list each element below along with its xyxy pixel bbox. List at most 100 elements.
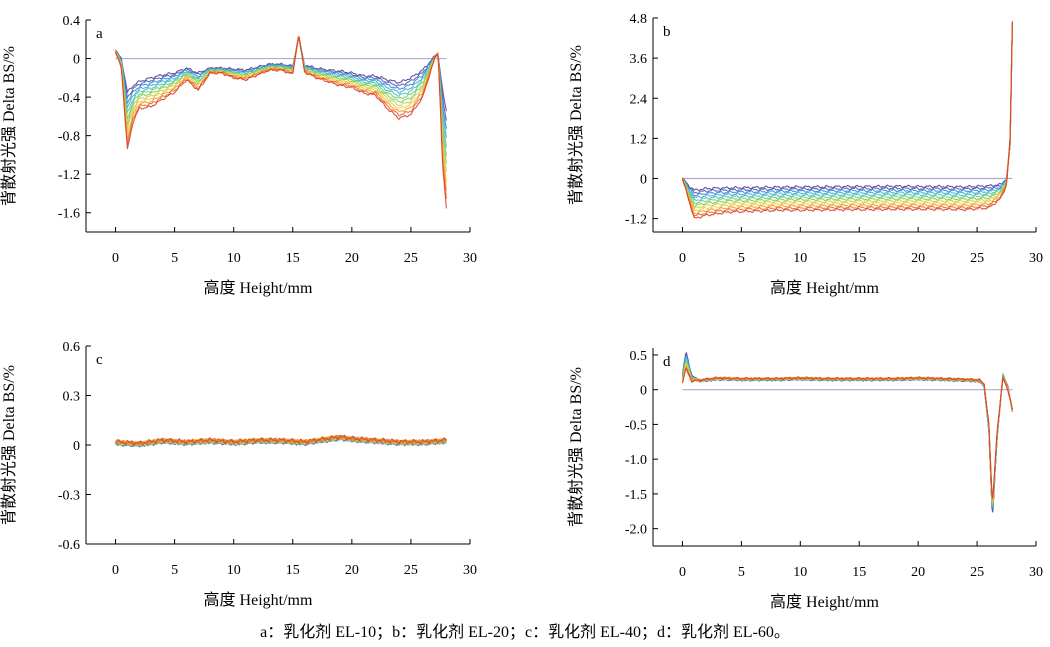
- y-tick-label: -1.2: [58, 168, 80, 183]
- data-line-b: [682, 21, 1013, 210]
- y-tick-label: 0.6: [63, 340, 81, 355]
- y-tick-label: -0.8: [58, 130, 80, 145]
- data-line-b: [681, 23, 1013, 205]
- data-line-a: [115, 37, 447, 148]
- x-tick-label: 10: [227, 251, 241, 266]
- data-line-a: [115, 37, 447, 164]
- x-tick-label: 30: [463, 563, 477, 578]
- y-tick-label: -0.3: [58, 489, 80, 504]
- panel-letter: a: [96, 26, 103, 42]
- y-tick-label: 0.4: [63, 14, 81, 29]
- data-line-a: [115, 36, 447, 182]
- x-tick-label: 20: [345, 251, 359, 266]
- data-line-a: [114, 35, 447, 191]
- x-tick-label: 15: [852, 251, 866, 266]
- data-line-a: [115, 36, 447, 173]
- x-axis-title: 高度 Height/mm: [204, 591, 313, 609]
- x-axis-title: 高度 Height/mm: [770, 593, 879, 611]
- data-line-a: [115, 38, 447, 138]
- chart-panel-b: 4.8 3.6 2.4 1.2 0 -1.2 0 5 10 15 20 25 30 b 高度 Height/…: [567, 12, 1043, 297]
- y-tick-label: -1.0: [625, 453, 647, 468]
- data-line-b: [681, 21, 1013, 218]
- x-tick-label: 10: [793, 251, 807, 266]
- y-axis-title: 背散射光强 Delta BS/%: [567, 45, 585, 205]
- y-tick-label: 1.2: [630, 132, 648, 147]
- y-tick-label: 0: [73, 439, 80, 454]
- y-tick-label: 0.3: [63, 390, 81, 405]
- panel-letter: d: [663, 354, 671, 370]
- x-tick-label: 25: [970, 251, 984, 266]
- data-line-b: [681, 22, 1013, 212]
- y-axis-title: 背散射光强 Delta BS/%: [567, 367, 585, 527]
- data-line-a: [115, 37, 447, 121]
- x-tick-label: 15: [286, 251, 300, 266]
- x-tick-label: 30: [1029, 565, 1043, 580]
- y-axis-title: 背散射光强 Delta BS/%: [0, 46, 18, 206]
- x-tick-label: 5: [738, 251, 745, 266]
- y-tick-label: 4.8: [630, 12, 648, 27]
- data-line-b: [681, 23, 1013, 199]
- data-line-a: [114, 36, 447, 209]
- x-tick-label: 0: [679, 251, 686, 266]
- y-tick-label: 3.6: [630, 52, 648, 67]
- data-line-d: [681, 368, 1013, 499]
- x-tick-label: 15: [852, 565, 866, 580]
- data-line-a: [115, 37, 447, 112]
- data-line-a: [114, 37, 447, 199]
- data-line-d: [681, 361, 1013, 504]
- data-line-a: [115, 37, 447, 157]
- x-tick-label: 15: [286, 563, 300, 578]
- x-tick-label: 10: [227, 563, 241, 578]
- data-line-d: [681, 366, 1013, 499]
- x-tick-label: 10: [793, 565, 807, 580]
- x-tick-label: 25: [404, 251, 418, 266]
- data-line-b: [681, 22, 1013, 215]
- x-tick-label: 20: [345, 563, 359, 578]
- chart-panel-c: 0.6 0.3 0 -0.3 -0.6 0 5 10 15 20 25 30 c 高度 Height/mm…: [0, 340, 477, 609]
- data-line-d: [681, 362, 1013, 504]
- figure-caption: a：乳化剂 EL-10；b：乳化剂 EL-20；c：乳化剂 EL-40；d：乳化…: [260, 624, 790, 641]
- y-tick-label: -0.6: [58, 538, 80, 553]
- x-tick-label: 30: [463, 251, 477, 266]
- x-tick-label: 5: [171, 251, 178, 266]
- x-tick-label: 5: [738, 565, 745, 580]
- y-tick-label: -1.5: [625, 488, 647, 503]
- x-tick-label: 25: [970, 565, 984, 580]
- data-line-b: [681, 21, 1013, 219]
- y-tick-label: -0.4: [58, 91, 80, 106]
- x-axis-title: 高度 Height/mm: [204, 279, 313, 297]
- x-axis-title: 高度 Height/mm: [770, 279, 879, 297]
- y-tick-label: -0.5: [625, 418, 647, 433]
- x-tick-label: 0: [112, 563, 119, 578]
- y-tick-label: 0: [640, 173, 647, 188]
- y-tick-label: 0: [73, 53, 80, 68]
- x-tick-label: 0: [679, 565, 686, 580]
- figure: 0.4 0 -0.4 -0.8 -1.2 -1.6 0 5 10 15 20 25 30 a 高度 Heig…: [0, 12, 1043, 611]
- y-tick-label: -1.6: [58, 207, 80, 222]
- data-line-d: [681, 365, 1013, 501]
- x-tick-label: 0: [112, 251, 119, 266]
- panel-letter: b: [663, 24, 671, 40]
- data-line-c: [115, 434, 447, 447]
- panel-letter: c: [96, 352, 103, 368]
- x-tick-label: 30: [1029, 251, 1043, 266]
- data-line-d: [681, 351, 1013, 513]
- y-tick-label: -2.0: [625, 523, 647, 538]
- x-tick-label: 5: [171, 563, 178, 578]
- x-tick-label: 20: [911, 251, 925, 266]
- x-tick-label: 20: [911, 565, 925, 580]
- chart-panel-a: 0.4 0 -0.4 -0.8 -1.2 -1.6 0 5 10 15 20 25 30 a 高度 Heig…: [0, 14, 477, 297]
- chart-panel-d: 0.5 0 -0.5 -1.0 -1.5 -2.0 0 5 10 15 20 25 30 d 高度 Heig…: [567, 348, 1043, 611]
- y-tick-label: 2.4: [630, 92, 648, 107]
- data-line-d: [681, 360, 1013, 506]
- data-line-b: [681, 23, 1013, 197]
- y-tick-label: 0.5: [630, 349, 648, 364]
- data-line-d: [681, 364, 1013, 504]
- x-tick-label: 25: [404, 563, 418, 578]
- data-line-b: [682, 24, 1013, 194]
- y-axis-title: 背散射光强 Delta BS/%: [0, 365, 18, 525]
- y-tick-label: -1.2: [625, 213, 647, 228]
- y-tick-label: 0: [640, 384, 647, 399]
- data-line-b: [682, 24, 1013, 192]
- data-line-b: [681, 24, 1013, 201]
